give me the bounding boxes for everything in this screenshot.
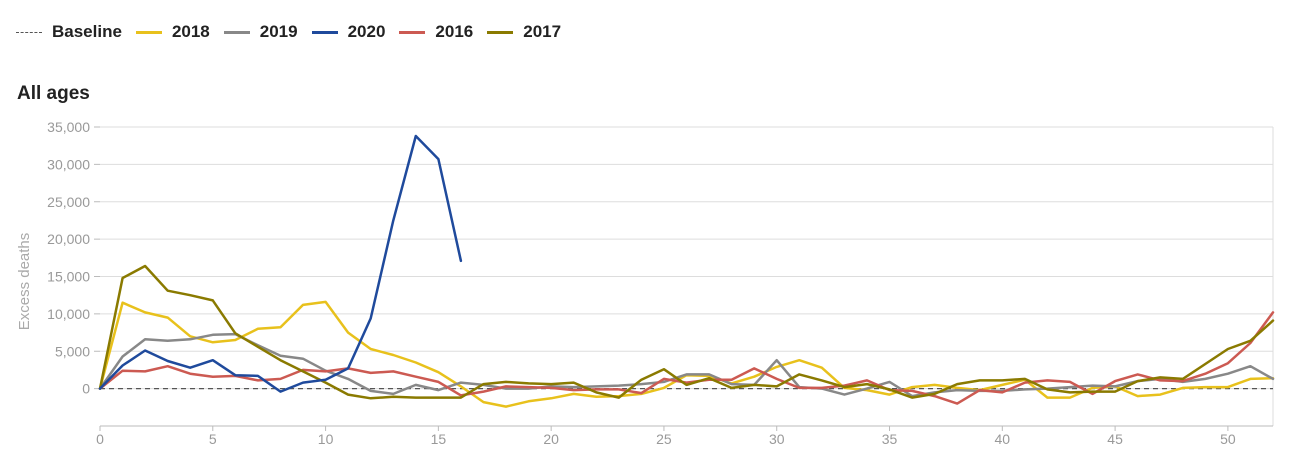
- y-tick-label: 0: [82, 381, 90, 397]
- x-tick-label: 20: [543, 431, 559, 447]
- legend: Baseline 2018 2019 2020 2016 2017: [16, 20, 575, 44]
- legend-swatch: [487, 30, 514, 34]
- x-tick-label: 45: [1107, 431, 1123, 447]
- legend-label: 2017: [523, 22, 562, 41]
- x-tick-label: 40: [995, 431, 1011, 447]
- x-tick-label: 35: [882, 431, 898, 447]
- legend-item-baseline[interactable]: Baseline: [16, 22, 122, 42]
- legend-swatch: [399, 30, 426, 34]
- legend-label: 2016: [435, 22, 474, 41]
- legend-swatch: [16, 31, 42, 33]
- legend-item-2017[interactable]: 2017: [487, 22, 561, 42]
- y-tick-label: 35,000: [47, 119, 90, 135]
- legend-label: 2018: [171, 22, 210, 41]
- x-tick-label: 0: [96, 431, 104, 447]
- legend-item-2020[interactable]: 2020: [311, 22, 386, 42]
- legend-item-2016[interactable]: 2016: [399, 22, 473, 42]
- y-tick-label: 20,000: [47, 231, 90, 247]
- chart-subtitle: All ages: [17, 83, 90, 104]
- series-line-2020: [98, 134, 463, 393]
- series-line-2017: [98, 264, 1275, 400]
- x-tick-label: 50: [1220, 431, 1236, 447]
- y-tick-label: 10,000: [47, 306, 90, 322]
- legend-label: Baseline: [52, 22, 122, 41]
- legend-item-2019[interactable]: 2019: [223, 22, 298, 42]
- legend-swatch: [135, 30, 162, 34]
- x-tick-label: 5: [209, 431, 217, 447]
- legend-swatch: [311, 30, 338, 34]
- y-axis-label: Excess deaths: [16, 233, 33, 331]
- legend-label: 2020: [347, 22, 386, 41]
- series-line-2019: [98, 332, 1275, 398]
- legend-swatch: [223, 30, 250, 34]
- x-tick-label: 15: [431, 431, 447, 447]
- x-tick-label: 30: [769, 431, 785, 447]
- x-tick-label: 10: [318, 431, 334, 447]
- series-line-2016: [98, 311, 1275, 405]
- y-tick-label: 25,000: [47, 194, 90, 210]
- legend-item-2018[interactable]: 2018: [135, 22, 210, 42]
- y-tick-label: 5,000: [55, 343, 90, 359]
- legend-label: 2019: [259, 22, 298, 41]
- x-tick-label: 25: [656, 431, 672, 447]
- y-tick-label: 15,000: [47, 269, 90, 285]
- y-tick-label: 30,000: [47, 156, 90, 172]
